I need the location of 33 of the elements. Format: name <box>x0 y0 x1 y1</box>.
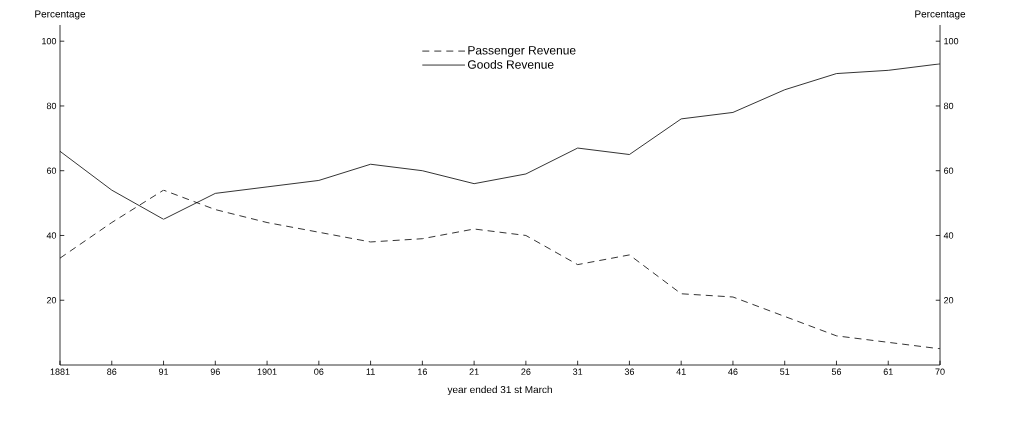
x-tick-label: 46 <box>728 368 738 375</box>
y2-tick-label: 80 <box>943 102 954 110</box>
y-tick-label: 80 <box>46 102 57 110</box>
x-tick-label: 70 <box>935 368 945 375</box>
x-tick-label: 51 <box>780 368 790 375</box>
y2-tick-label: 40 <box>943 232 954 239</box>
x-tick-label: 26 <box>521 368 531 375</box>
y-tick-label: 60 <box>46 167 57 174</box>
x-tick-label: 21 <box>469 368 479 375</box>
y2-axis-title: Percentage <box>915 10 966 20</box>
x-tick-label: 86 <box>107 368 117 375</box>
x-tick-label: 91 <box>158 368 169 375</box>
y2-tick-label: 100 <box>944 38 959 45</box>
x-tick-label: 36 <box>624 368 635 375</box>
legend-label: Passenger Revenue <box>468 46 576 57</box>
y-tick-label: 40 <box>46 232 57 239</box>
y2-tick-label: 20 <box>944 297 954 304</box>
x-tick-label: 11 <box>366 368 375 375</box>
x-tick-label: 96 <box>210 368 220 375</box>
x-tick-label: 31 <box>572 368 583 375</box>
x-tick-label: 56 <box>831 368 842 375</box>
x-tick-label: 1901 <box>257 368 277 375</box>
y2-tick-label: 60 <box>944 167 954 174</box>
x-tick-label: 16 <box>418 368 427 375</box>
y-axis-title: Percentage <box>35 10 86 20</box>
y-tick-label: 100 <box>42 38 57 45</box>
x-tick-label: 61 <box>883 368 893 375</box>
y-tick-label: 20 <box>46 297 57 304</box>
x-tick-label: 41 <box>676 368 686 375</box>
x-tick-label: 06 <box>314 368 324 375</box>
legend-label: Goods Revenue <box>467 59 554 69</box>
x-axis-title: year ended 31 st March <box>447 385 552 396</box>
x-tick-label: 1881 <box>50 368 70 375</box>
